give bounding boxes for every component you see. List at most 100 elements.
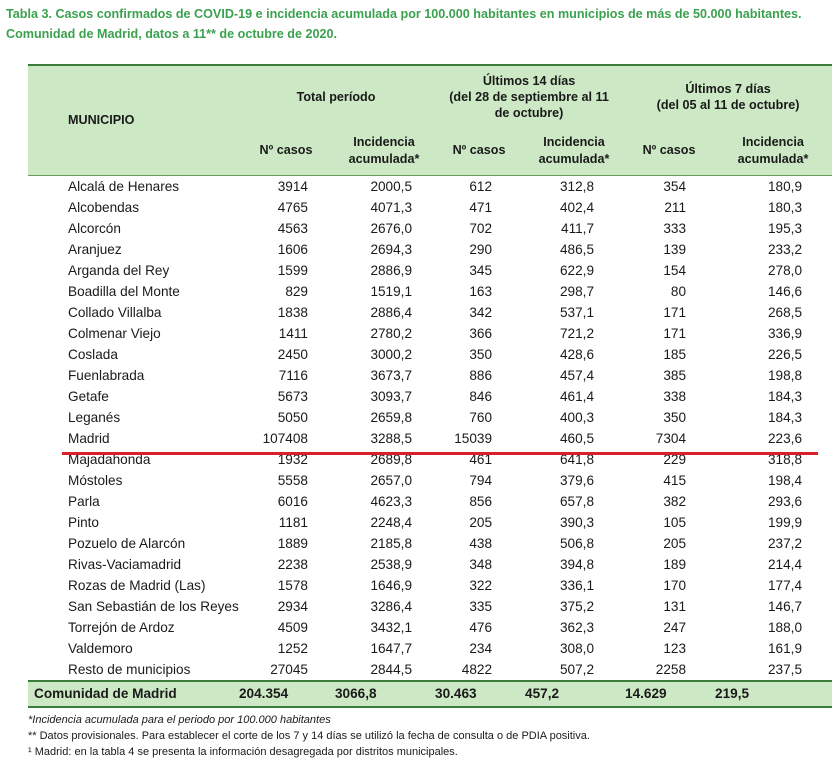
header-incidencia-line1: Incidencia	[353, 134, 415, 149]
incidencia-7: 184,3	[768, 388, 803, 404]
municipio-name: Majadahonda	[68, 451, 151, 467]
casos-7: 2258	[655, 661, 687, 677]
incidencia-14: 641,8	[560, 451, 595, 467]
incidencia-14: 375,2	[560, 598, 595, 614]
casos-14: 612	[469, 178, 493, 194]
total-incidencia: 2886,9	[370, 262, 413, 278]
table-title: Tabla 3. Casos confirmados de COVID-19 e…	[6, 7, 802, 41]
total-incidencia-14: 457,2	[525, 685, 560, 701]
table-row: Getafe 5673 3093,7 846 461,4 338 184,3	[28, 386, 832, 407]
incidencia-14: 362,3	[560, 619, 595, 635]
incidencia-7: 336,9	[768, 325, 803, 341]
casos-7: 105	[663, 514, 687, 530]
total-casos: 107408	[262, 430, 308, 446]
casos-7: 247	[663, 619, 687, 635]
casos-14: 342	[469, 304, 493, 320]
casos-14: 335	[469, 598, 493, 614]
incidencia-7: 198,4	[768, 472, 803, 488]
municipio-name: Rozas de Madrid (Las)	[68, 577, 206, 593]
municipio-name: Pozuelo de Alarcón	[68, 535, 186, 551]
incidencia-14: 507,2	[560, 661, 595, 677]
total-incidencia: 2657,0	[370, 472, 413, 488]
table-row: Boadilla del Monte 829 1519,1 163 298,7 80 146…	[28, 281, 832, 302]
total-casos: 6016	[277, 493, 308, 509]
casos-14: 234	[469, 640, 493, 656]
total-casos: 2238	[277, 556, 308, 572]
municipio-name: Móstoles	[68, 472, 123, 488]
incidencia-7: 278,0	[768, 262, 803, 278]
casos-7: 7304	[655, 430, 687, 446]
total-casos: 1252	[277, 640, 308, 656]
casos-14: 350	[469, 346, 493, 362]
incidencia-14: 486,5	[560, 241, 595, 257]
total-casos: 2450	[277, 346, 308, 362]
table-row: Colmenar Viejo 1411 2780,2 366 721,2 171 336,9	[28, 323, 832, 344]
total-casos: 1599	[277, 262, 308, 278]
incidencia-14: 312,8	[560, 178, 595, 194]
incidencia-7: 180,3	[768, 199, 803, 215]
total-casos: 7116	[278, 367, 308, 383]
total-incidencia: 3673,7	[370, 367, 413, 383]
casos-7: 205	[663, 535, 687, 551]
header-incidencia-14: Incidencia acumulada*	[524, 127, 625, 175]
total-casos: 4563	[277, 220, 308, 236]
casos-7: 338	[663, 388, 687, 404]
total-incidencia: 2694,3	[370, 241, 413, 257]
total-casos: 5050	[277, 409, 308, 425]
header-incidencia-total: Incidencia acumulada*	[334, 127, 435, 175]
casos-7: 139	[663, 241, 687, 257]
casos-7: 385	[663, 367, 687, 383]
municipio-name: Leganés	[68, 409, 121, 425]
table-row: Alcorcón 4563 2676,0 702 411,7 333 195,3	[28, 218, 832, 239]
municipio-name: Pinto	[68, 514, 99, 530]
header-casos-total: Nº casos	[238, 127, 334, 175]
total-casos: 1889	[277, 535, 308, 551]
municipio-name: Alcorcón	[68, 220, 121, 236]
total-incidencia-7: 219,5	[715, 685, 750, 701]
total-incidencia: 2689,8	[370, 451, 413, 467]
incidencia-7: 184,3	[768, 409, 803, 425]
total-incidencia: 2659,8	[370, 409, 413, 425]
casos-7: 80	[670, 283, 687, 299]
casos-14: 461	[469, 451, 493, 467]
incidencia-14: 657,8	[560, 493, 595, 509]
header-incidencia-7: Incidencia acumulada*	[714, 127, 833, 175]
casos-7: 415	[663, 472, 687, 488]
incidencia-7: 237,5	[768, 661, 803, 677]
table-row: Parla 6016 4623,3 856 657,8 382 293,6	[28, 491, 832, 512]
total-incidencia: 2780,2	[370, 325, 413, 341]
total-casos: 1578	[277, 577, 308, 593]
total-casos: 1838	[277, 304, 308, 320]
table-row: Rivas-Vaciamadrid 2238 2538,9 348 394,8 189 21…	[28, 554, 832, 575]
total-incidencia: 3288,5	[370, 430, 413, 446]
casos-14: 4822	[461, 661, 493, 677]
footnote-incidencia: *Incidencia acumulada para el periodo po…	[28, 714, 331, 726]
casos-7: 354	[663, 178, 687, 194]
incidencia-7: 146,7	[768, 598, 803, 614]
footnote-provisional: ** Datos provisionales. Para establecer …	[28, 730, 590, 742]
header-row-columns: Nº casos Incidencia acumulada* Nº casos …	[28, 127, 833, 175]
casos-7: 170	[663, 577, 687, 593]
incidencia-7: 237,2	[768, 535, 803, 551]
total-casos: 5558	[277, 472, 308, 488]
total-casos: 5673	[277, 388, 308, 404]
incidencia-14: 721,2	[560, 325, 595, 341]
incidencia-7: 226,5	[768, 346, 803, 362]
incidencia-14: 400,3	[560, 409, 595, 425]
casos-7: 123	[663, 640, 687, 656]
casos-7: 382	[663, 493, 687, 509]
incidencia-14: 336,1	[560, 577, 595, 593]
casos-14: 760	[469, 409, 493, 425]
total-incidencia: 1647,7	[370, 640, 413, 656]
header-total-label: Total período	[296, 89, 376, 104]
total-incidencia: 2538,9	[370, 556, 413, 572]
total-incidencia: 2676,0	[370, 220, 413, 236]
total-incidencia: 4071,3	[370, 199, 413, 215]
municipio-name: Alcalá de Henares	[68, 178, 180, 194]
header-last14: Últimos 14 días (del 28 de septiembre al…	[434, 65, 625, 127]
madrid-highlight-line	[62, 452, 818, 455]
total-casos: 1932	[277, 451, 308, 467]
casos-14: 205	[469, 514, 493, 530]
table-row: Fuenlabrada 7116 3673,7 886 457,4 385 198,8	[28, 365, 832, 386]
municipio-name: Boadilla del Monte	[68, 283, 180, 299]
